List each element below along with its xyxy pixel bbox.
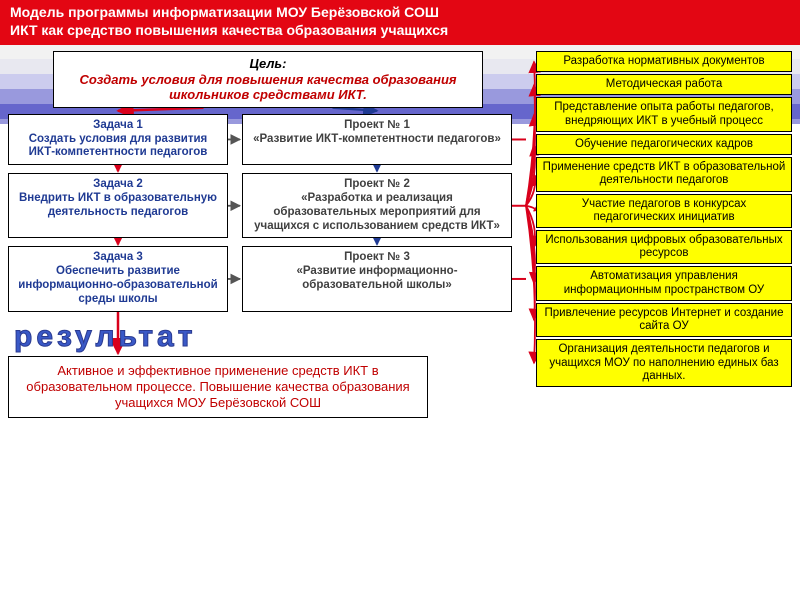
outcome-box-6: Участие педагогов в конкурсах педагогиче…	[536, 194, 792, 228]
outcome-box-1: Разработка нормативных документов	[536, 51, 792, 72]
outcome-box-5: Применение средств ИКТ в образовательной…	[536, 157, 792, 191]
task-text: Внедрить ИКТ в образовательную деятельно…	[15, 192, 221, 220]
outcome-box-4: Обучение педагогических кадров	[536, 134, 792, 155]
goal-title: Цель:	[64, 56, 472, 72]
project-title: Проект № 2	[249, 178, 505, 192]
result-label: результат	[14, 320, 528, 354]
task-project-row: Задача 3Обеспечить развитие информационн…	[8, 246, 528, 311]
outcome-box-3: Представление опыта работы педагогов, вн…	[536, 97, 792, 131]
goal-text: Создать условия для повышения качества о…	[64, 72, 472, 103]
project-text: «Развитие ИКТ-компетентности педагогов»	[249, 133, 505, 147]
result-box: Активное и эффективное применение средст…	[8, 356, 428, 419]
task-title: Задача 1	[15, 119, 221, 133]
header-line1: Модель программы информатизации МОУ Берё…	[10, 4, 790, 22]
project-box-1: Проект № 1«Развитие ИКТ-компетентности п…	[242, 114, 512, 165]
content-area: Цель: Создать условия для повышения каче…	[0, 45, 800, 426]
outcome-box-7: Использования цифровых образовательных р…	[536, 230, 792, 264]
project-box-3: Проект № 3«Развитие информационно-образо…	[242, 246, 512, 311]
task-box-3: Задача 3Обеспечить развитие информационн…	[8, 246, 228, 311]
task-box-2: Задача 2Внедрить ИКТ в образовательную д…	[8, 173, 228, 238]
outcomes-column: Разработка нормативных документовМетодич…	[536, 51, 792, 418]
goal-box: Цель: Создать условия для повышения каче…	[53, 51, 483, 108]
outcome-box-10: Организация деятельности педагогов и уча…	[536, 339, 792, 387]
left-column: Цель: Создать условия для повышения каче…	[8, 51, 528, 418]
task-title: Задача 3	[15, 251, 221, 265]
task-project-row: Задача 1Создать условия для развития ИКТ…	[8, 114, 528, 165]
project-title: Проект № 3	[249, 251, 505, 265]
task-title: Задача 2	[15, 178, 221, 192]
project-text: «Развитие информационно-образовательной …	[249, 265, 505, 293]
task-text: Обеспечить развитие информационно-образо…	[15, 265, 221, 306]
project-box-2: Проект № 2«Разработка и реализация образ…	[242, 173, 512, 238]
header-line2: ИКТ как средство повышения качества обра…	[10, 22, 790, 40]
task-project-row: Задача 2Внедрить ИКТ в образовательную д…	[8, 173, 528, 238]
outcome-box-9: Привлечение ресурсов Интернет и создание…	[536, 303, 792, 337]
project-text: «Разработка и реализация образовательных…	[249, 192, 505, 233]
task-box-1: Задача 1Создать условия для развития ИКТ…	[8, 114, 228, 165]
result-text: Активное и эффективное применение средст…	[26, 363, 409, 411]
task-text: Создать условия для развития ИКТ-компете…	[15, 133, 221, 161]
outcome-box-2: Методическая работа	[536, 74, 792, 95]
project-title: Проект № 1	[249, 119, 505, 133]
outcome-box-8: Автоматизация управления информационным …	[536, 266, 792, 300]
header-banner: Модель программы информатизации МОУ Берё…	[0, 0, 800, 45]
